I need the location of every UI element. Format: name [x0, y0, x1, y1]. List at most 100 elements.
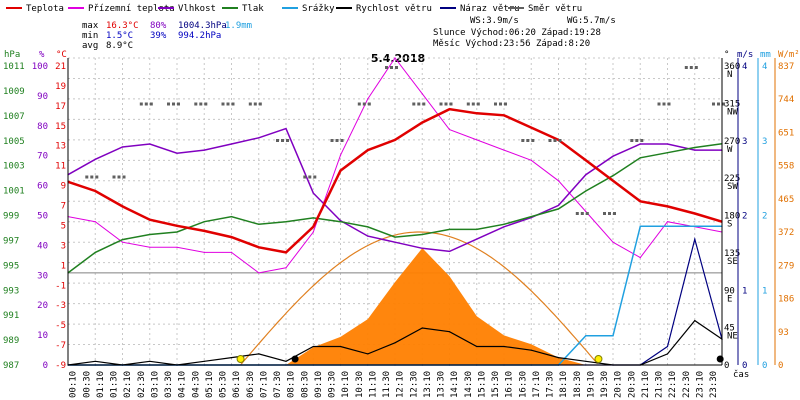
wind-dir-dot: [117, 175, 121, 179]
ground-temp-line-point: [448, 129, 451, 131]
pct-tick: 50: [37, 212, 48, 222]
temperature-line-point: [530, 127, 532, 129]
wm2-tick: 651: [778, 128, 794, 138]
stat-max-press: 1004.3hPa: [178, 21, 227, 31]
wind-dir-dot: [662, 102, 666, 106]
solar-area: [68, 248, 722, 365]
sun-marker: [236, 355, 245, 363]
time-tick: 15:30: [491, 371, 501, 398]
temp-tick: 15: [55, 122, 66, 132]
wind-dir-dot: [580, 212, 584, 215]
dir-tick: 225: [724, 174, 740, 184]
wind-dir-dot: [684, 66, 688, 69]
time-tick: 20:10: [614, 371, 624, 398]
ground-temp-line-point: [530, 159, 532, 161]
humidity-line-point: [394, 241, 396, 243]
ms-tick: 1: [742, 286, 747, 296]
sun-marker: [594, 355, 603, 363]
wind-dir-dot: [717, 102, 720, 106]
wind-dir-dot: [390, 66, 393, 69]
wind-dir-dot: [340, 139, 344, 142]
temp-tick: 11: [55, 162, 66, 172]
wind-dir-dot: [558, 139, 562, 142]
wind-dir-dot: [248, 102, 252, 106]
time-tick: 03:10: [150, 371, 160, 398]
ground-temp-line-point: [394, 57, 396, 59]
dir-tick: 360: [724, 62, 740, 72]
time-tick: 05:30: [219, 371, 229, 398]
pressure-line-point: [421, 233, 423, 236]
wind-dir-dot: [422, 102, 426, 106]
pct-tick: 10: [37, 331, 48, 341]
wind-dir-dot: [494, 102, 497, 106]
humidity-line-point: [367, 235, 369, 237]
dir-label: SE: [727, 257, 738, 267]
humidity-line-point: [666, 143, 669, 145]
time-tick: 22:10: [668, 371, 678, 398]
time-tick: 10:30: [355, 371, 365, 398]
time-tick: 02:10: [123, 371, 133, 398]
pressure-line-point: [448, 228, 451, 230]
time-tick: 07:30: [273, 371, 283, 398]
wind-dir-dot: [335, 139, 339, 142]
stat-min-temp: 1.5°C: [106, 31, 133, 41]
wm2-tick: 837: [778, 62, 794, 72]
temperature-line-point: [639, 200, 641, 202]
wind-speed-line-point: [285, 360, 287, 362]
pct-tick: 20: [37, 301, 48, 311]
humidity-line-point: [503, 226, 505, 228]
temperature-line-point: [612, 180, 614, 182]
ground-temp-line-point: [339, 154, 342, 156]
dir-label: NE: [727, 332, 738, 342]
time-tick: 08:30: [300, 371, 310, 398]
humidity-line-point: [585, 174, 587, 176]
wm2-tick: 0: [778, 361, 783, 371]
pct-tick: 70: [37, 152, 48, 162]
wind-dir-dot: [613, 212, 616, 215]
wind-speed-line-point: [367, 353, 369, 355]
dir-tick: 270: [724, 137, 740, 147]
temperature-line-point: [230, 236, 233, 238]
wind-dir-dot: [395, 66, 398, 69]
wind-dir-dot: [548, 139, 552, 142]
pressure-line-point: [149, 233, 151, 236]
humidity-line-point: [230, 143, 233, 145]
humidity-line-point: [94, 158, 96, 160]
temp-tick: -3: [55, 301, 66, 311]
temperature-line-point: [666, 205, 669, 207]
time-tick: 23:10: [695, 371, 705, 398]
humidity-line-point: [203, 149, 205, 151]
ground-temp-line-point: [476, 139, 478, 141]
wind-dir-dot: [640, 139, 644, 142]
time-tick: 04:10: [178, 371, 188, 398]
humidity-line-point: [557, 204, 560, 206]
legend-label: Tlak: [242, 4, 264, 14]
pressure-line-point: [666, 152, 669, 154]
dir-label: SW: [727, 182, 738, 192]
dir-label: W: [727, 145, 733, 155]
time-tick: 18:10: [559, 371, 569, 398]
humidity-line-point: [258, 137, 260, 139]
wm2-tick: 558: [778, 162, 794, 172]
stat-min-press: 994.2hPa: [178, 31, 221, 41]
time-tick: 19:30: [600, 371, 610, 398]
time-tick: 16:30: [518, 371, 528, 398]
time-tick: 03:30: [164, 371, 174, 398]
pressure-line-point: [476, 228, 478, 230]
ms-tick: 2: [742, 212, 747, 222]
pressure-line-point: [557, 208, 560, 210]
stat-avg-temp: 8.9°C: [106, 41, 133, 51]
dir-tick: 180: [724, 212, 740, 222]
wind-speed-line-point: [585, 360, 587, 362]
pressure-line-point: [530, 216, 532, 218]
wind-dir-dot: [221, 102, 225, 106]
wind-dir-dot: [253, 102, 257, 106]
time-tick: 12:10: [396, 371, 406, 398]
wm2-tick: 93: [778, 328, 789, 338]
ground-temp-line-point: [639, 257, 641, 259]
wind-dir-dot: [504, 102, 507, 106]
wind-dir-dot: [276, 139, 279, 142]
dir-tick: 135: [724, 249, 740, 259]
temp-tick: 9: [61, 182, 66, 192]
wind-speed-line-point: [694, 320, 696, 322]
